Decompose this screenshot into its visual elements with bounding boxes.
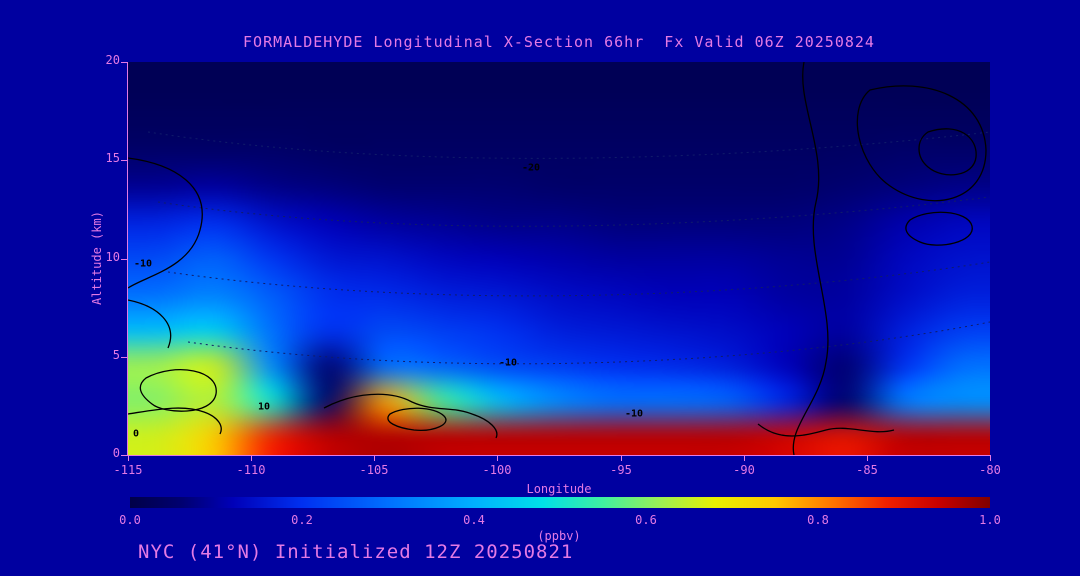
contour-value-label: -10 [498,357,518,369]
x-axis-line [127,455,991,456]
contour-line [856,85,987,202]
colorbar-tick-label: 0.0 [119,513,141,527]
cross-section-plot: -20 -10 -10 -10 10 0 [128,62,990,455]
x-tick-mark [497,456,498,461]
contour-line [387,407,447,431]
contour-value-label: 0 [132,428,140,440]
contour-overlay [128,62,990,455]
y-tick-label: 15 [105,151,120,165]
contour-line [139,369,217,412]
x-tick-label: -105 [359,463,389,477]
x-tick-label: -80 [979,463,1001,477]
contour-line [128,299,172,349]
y-tick-mark [121,259,127,260]
y-axis-line [127,62,128,456]
x-tick-label: -115 [113,463,143,477]
contour-line-dotted [187,321,990,365]
y-tick-label: 20 [105,53,120,67]
x-tick-mark [744,456,745,461]
x-axis-label: Longitude [526,482,592,496]
x-tick-mark [867,456,868,461]
colorbar-units-label: (ppbv) [537,529,581,543]
x-tick-label: -100 [482,463,512,477]
plot-title: FORMALDEHYDE Longitudinal X-Section 66hr… [243,33,875,51]
x-tick-mark [621,456,622,461]
y-tick-mark [121,357,127,358]
contour-line [792,62,829,455]
y-tick-mark [121,455,127,456]
x-tick-label: -85 [856,463,878,477]
contour-line-dotted [157,196,990,227]
x-tick-label: -90 [733,463,755,477]
colorbar-tick-label: 0.6 [635,513,657,527]
contour-line [128,157,203,289]
contour-line-dotted [147,131,990,159]
x-tick-mark [128,456,129,461]
colorbar-tick-label: 0.4 [463,513,485,527]
colorbar-tick-label: 0.8 [807,513,829,527]
x-tick-label: -95 [610,463,632,477]
y-tick-label: 5 [112,348,120,362]
heatmap-canvas [128,62,990,455]
colorbar [130,497,990,508]
contour-line [128,407,222,435]
x-tick-label: -110 [236,463,266,477]
contour-value-label: -20 [521,162,541,174]
colorbar-tick-label: 1.0 [979,513,1001,527]
colorbar-tick-label: 0.2 [291,513,313,527]
contour-value-label: -10 [133,258,153,270]
footer-note: NYC (41°N) Initialized 12Z 20250821 [138,541,574,563]
x-tick-mark [990,456,991,461]
y-tick-mark [121,160,127,161]
contour-line [757,423,895,437]
x-tick-mark [374,456,375,461]
contour-line [918,128,977,176]
x-tick-mark [251,456,252,461]
contour-line [323,393,498,439]
y-tick-label: 10 [105,250,120,264]
contour-value-label: -10 [624,408,644,420]
y-tick-mark [121,62,127,63]
contour-value-label: 10 [257,401,271,413]
contour-line [905,211,973,246]
y-tick-label: 0 [112,446,120,460]
contour-line-dotted [167,261,990,297]
